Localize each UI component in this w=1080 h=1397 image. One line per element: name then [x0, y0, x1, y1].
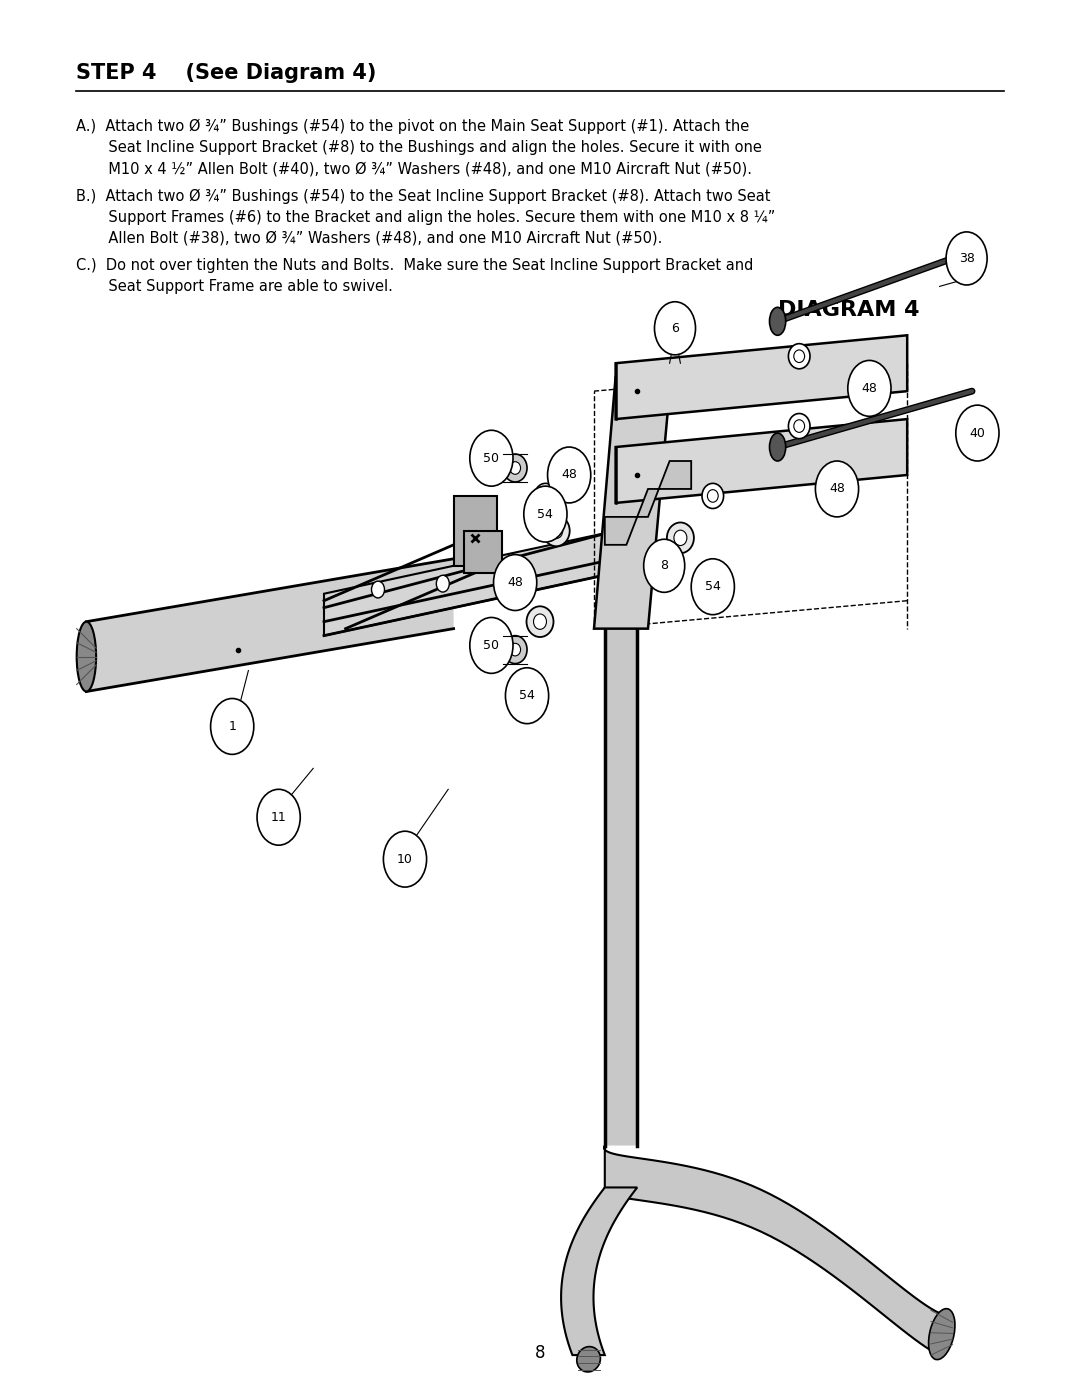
Polygon shape — [604, 1146, 940, 1355]
Circle shape — [654, 302, 696, 355]
Circle shape — [956, 405, 999, 461]
Ellipse shape — [522, 683, 549, 714]
Text: B.)  Attach two Ø ¾” Bushings (#54) to the Seat Incline Support Bracket (#8). At: B.) Attach two Ø ¾” Bushings (#54) to th… — [76, 189, 775, 246]
Circle shape — [815, 461, 859, 517]
Text: 38: 38 — [959, 251, 974, 265]
Circle shape — [372, 581, 384, 598]
Text: 54: 54 — [519, 689, 535, 703]
Ellipse shape — [527, 606, 554, 637]
Ellipse shape — [577, 1347, 600, 1372]
Ellipse shape — [550, 524, 563, 539]
Polygon shape — [616, 419, 907, 503]
Ellipse shape — [77, 622, 96, 692]
Text: 1: 1 — [228, 719, 237, 733]
Text: 48: 48 — [829, 482, 845, 496]
Ellipse shape — [510, 643, 521, 657]
Ellipse shape — [788, 414, 810, 439]
Circle shape — [505, 668, 549, 724]
FancyBboxPatch shape — [454, 496, 497, 566]
FancyBboxPatch shape — [464, 531, 502, 573]
Ellipse shape — [503, 636, 527, 664]
Circle shape — [501, 570, 514, 587]
Ellipse shape — [769, 433, 786, 461]
Polygon shape — [594, 377, 670, 629]
Ellipse shape — [929, 1309, 955, 1359]
Circle shape — [548, 447, 591, 503]
Text: STEP 4    (See Diagram 4): STEP 4 (See Diagram 4) — [76, 63, 376, 82]
Text: 48: 48 — [562, 468, 577, 482]
Polygon shape — [562, 1187, 637, 1355]
Text: 8: 8 — [660, 559, 669, 573]
Polygon shape — [86, 559, 454, 692]
Circle shape — [848, 360, 891, 416]
Ellipse shape — [510, 461, 521, 475]
Circle shape — [470, 430, 513, 486]
Circle shape — [644, 539, 685, 592]
Text: 50: 50 — [484, 638, 499, 652]
Text: A.)  Attach two Ø ¾” Bushings (#54) to the pivot on the Main Seat Support (#1). : A.) Attach two Ø ¾” Bushings (#54) to th… — [76, 119, 761, 176]
Circle shape — [691, 559, 734, 615]
Circle shape — [946, 232, 987, 285]
Circle shape — [211, 698, 254, 754]
Ellipse shape — [543, 515, 570, 546]
Ellipse shape — [503, 454, 527, 482]
Text: 54: 54 — [538, 507, 553, 521]
Polygon shape — [605, 503, 637, 1146]
Polygon shape — [324, 531, 616, 636]
Ellipse shape — [528, 692, 541, 707]
Text: 50: 50 — [484, 451, 499, 465]
Text: 40: 40 — [970, 426, 985, 440]
Polygon shape — [616, 335, 907, 419]
Ellipse shape — [535, 483, 556, 509]
Ellipse shape — [674, 531, 687, 546]
Text: 48: 48 — [508, 576, 523, 590]
Circle shape — [436, 576, 449, 592]
Polygon shape — [605, 461, 691, 545]
Ellipse shape — [513, 574, 535, 599]
Circle shape — [494, 555, 537, 610]
Circle shape — [257, 789, 300, 845]
Circle shape — [383, 831, 427, 887]
Text: C.)  Do not over tighten the Nuts and Bolts.  Make sure the Seat Incline Support: C.) Do not over tighten the Nuts and Bol… — [76, 258, 753, 295]
Ellipse shape — [769, 307, 786, 335]
Text: DIAGRAM 4: DIAGRAM 4 — [778, 300, 919, 320]
Text: 48: 48 — [862, 381, 877, 395]
Ellipse shape — [534, 615, 546, 629]
Text: 54: 54 — [705, 580, 720, 594]
Text: 11: 11 — [271, 810, 286, 824]
Circle shape — [470, 617, 513, 673]
Text: 6: 6 — [671, 321, 679, 335]
Ellipse shape — [702, 483, 724, 509]
Text: 8: 8 — [535, 1344, 545, 1362]
Text: 10: 10 — [397, 852, 413, 866]
Ellipse shape — [788, 344, 810, 369]
Circle shape — [524, 486, 567, 542]
Ellipse shape — [667, 522, 693, 553]
